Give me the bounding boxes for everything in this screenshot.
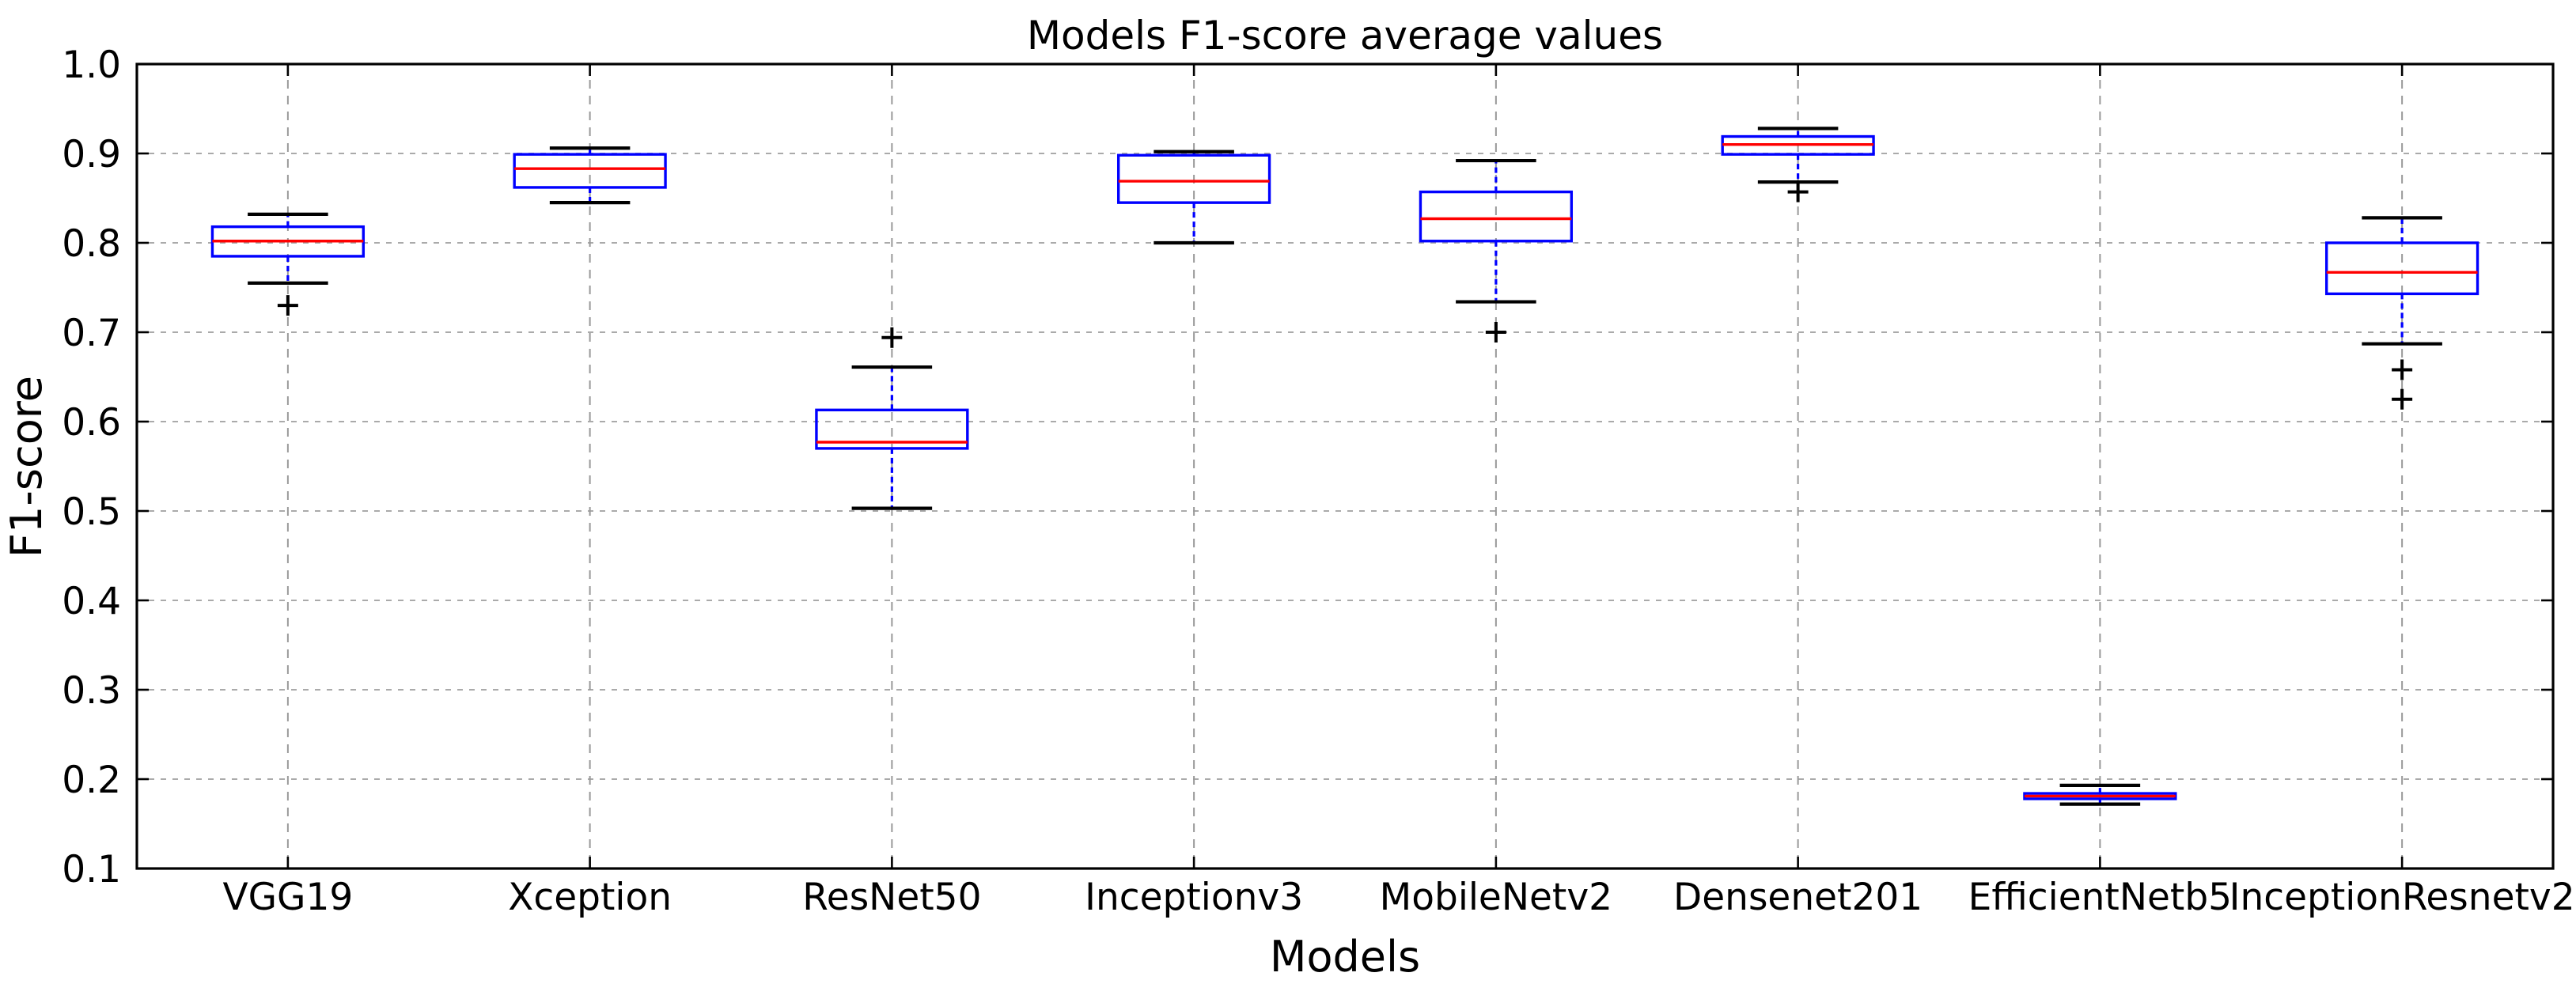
gridlines-layer <box>137 64 2553 869</box>
chart-title: Models F1-score average values <box>1027 13 1663 59</box>
plot-border <box>135 62 2555 870</box>
y-tick-label: 0.3 <box>62 669 121 713</box>
box-inceptionresnetv2 <box>2324 241 2479 296</box>
box-resnet50 <box>815 408 969 450</box>
box-xception <box>513 153 667 189</box>
y-tick-label: 0.5 <box>62 490 121 534</box>
y-tick-label: 0.9 <box>62 133 121 176</box>
y-tick-label: 0.8 <box>62 222 121 266</box>
x-tick-label: ResNet50 <box>802 876 981 919</box>
y-tick-label: 0.7 <box>62 312 121 355</box>
y-axis-label: F1-score <box>2 376 51 558</box>
x-tick-label: EfficientNetb5 <box>1968 876 2232 919</box>
x-tick-label: Inceptionv3 <box>1085 876 1303 919</box>
x-tick-label: Densenet201 <box>1673 876 1923 919</box>
axes-layer <box>135 62 2555 870</box>
y-tick-label: 0.4 <box>62 580 121 623</box>
x-tick-label: VGG19 <box>222 876 353 919</box>
boxes-layer <box>210 127 2479 806</box>
y-tick-label: 1.0 <box>62 44 121 87</box>
box-inceptionv3 <box>1116 153 1271 204</box>
x-tick-label: InceptionResnetv2 <box>2229 876 2575 919</box>
x-axis-label: Models <box>1270 932 1420 982</box>
y-tick-label: 0.6 <box>62 401 121 445</box>
y-tick-label: 0.1 <box>62 848 121 891</box>
box-mobilenetv2 <box>1419 190 1574 243</box>
x-tick-label: MobileNetv2 <box>1380 876 1612 919</box>
x-tick-label: Xception <box>508 876 672 919</box>
y-tick-label: 0.2 <box>62 759 121 802</box>
tick-labels-layer: 1.0 0.9 0.8 0.7 0.6 0.5 0.4 0.3 0.2 0.1 VGG19 Xcept… <box>62 44 2574 919</box>
